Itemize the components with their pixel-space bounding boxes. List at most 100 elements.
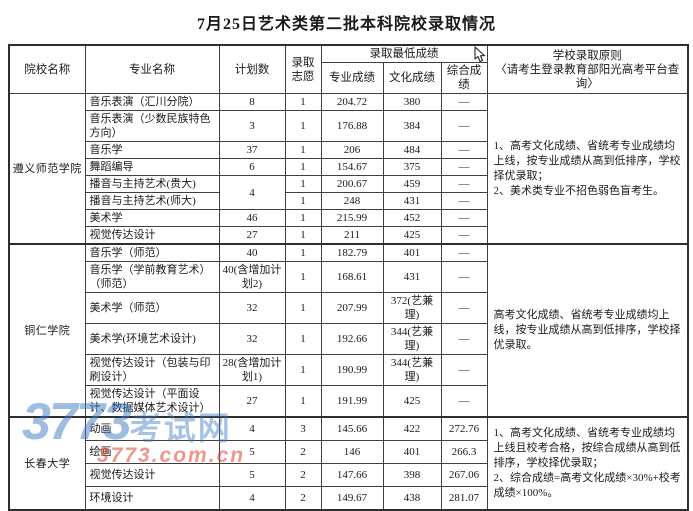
comprehensive-score-cell: — (440, 323, 488, 355)
major-name-cell: 美术学（师范） (84, 292, 220, 324)
cultural-score-cell: 380 (382, 93, 442, 111)
comprehensive-score-cell: — (440, 226, 488, 245)
comprehensive-score-cell: 272.76 (440, 416, 488, 441)
comprehensive-score-cell: 267.06 (440, 463, 488, 487)
professional-score-cell: 149.67 (320, 486, 384, 511)
cultural-score-cell: 375 (382, 158, 442, 176)
professional-score-cell: 248 (320, 192, 384, 210)
table-row: 美术学(环境艺术设计) 32 1 192.66 344(艺兼理) — (9, 323, 688, 355)
admission-principle-cell: 1、高考文化成绩、省统考专业成绩均上线，按专业成绩从高到低排序，学校择优录取； … (486, 93, 689, 245)
college-name-cell: 遵义师范学院 (8, 93, 86, 245)
header-min-scores: 录取最低成绩 (320, 44, 488, 63)
plan-count-cell: 8 (218, 93, 286, 111)
header-principle-line2: 〈请考生登录教育部阳光高考平台查询〉 (495, 63, 680, 90)
header-preference: 录取志愿 (284, 44, 322, 94)
cultural-score-cell: 401 (382, 440, 442, 464)
preference-cell: 1 (284, 110, 322, 142)
plan-count-cell: 40 (218, 243, 286, 262)
plan-count-cell: 27 (218, 385, 286, 418)
plan-count-cell: 46 (218, 209, 286, 227)
major-name-cell: 视觉传达设计（平面设计、数据媒体艺术设计） (84, 385, 220, 418)
preference-cell: 2 (284, 486, 322, 511)
page-title: 7月25日艺术类第二批本科院校录取情况 (196, 16, 496, 33)
professional-score-cell: 146 (320, 440, 384, 464)
professional-score-cell: 215.99 (320, 209, 384, 227)
professional-score-cell: 176.88 (320, 110, 384, 142)
cultural-score-cell: 401 (382, 243, 442, 262)
major-name-cell: 舞蹈编导 (84, 158, 220, 176)
header-major: 专业名称 (84, 44, 220, 94)
major-name-cell: 播音与主持艺术(贵大) (84, 175, 220, 193)
major-name-cell: 音乐表演（汇川分院） (84, 93, 220, 111)
comprehensive-score-cell: — (440, 243, 488, 262)
header-cultural-score: 文化成绩 (382, 62, 442, 94)
preference-cell: 3 (284, 416, 322, 441)
preference-cell: 1 (284, 93, 322, 111)
plan-count-cell: 4 (218, 175, 286, 210)
preference-cell: 1 (284, 175, 322, 193)
cultural-score-cell: 344(艺兼理) (382, 323, 442, 355)
major-name-cell: 环境设计 (84, 486, 220, 511)
comprehensive-score-cell: — (440, 110, 488, 142)
preference-cell: 1 (284, 226, 322, 245)
major-name-cell: 美术学(环境艺术设计) (84, 323, 220, 355)
cultural-score-cell: 438 (382, 486, 442, 511)
professional-score-cell: 191.99 (320, 385, 384, 418)
plan-count-cell: 27 (218, 226, 286, 245)
header-row-2: 专业成绩 文化成绩 综合成绩 (9, 62, 688, 94)
preference-cell: 1 (284, 141, 322, 159)
plan-count-cell: 3 (218, 110, 286, 142)
preference-cell: 1 (284, 192, 322, 210)
comprehensive-score-cell: — (440, 261, 488, 293)
major-name-cell: 美术学 (84, 209, 220, 227)
college-name-cell: 长春大学 (8, 416, 86, 511)
major-name-cell: 音乐表演（少数民族特色方向） (84, 110, 220, 142)
plan-count-cell: 32 (218, 323, 286, 355)
major-name-cell: 音乐学 (84, 141, 220, 159)
table-row: 视觉传达设计（包装与印刷设计） 28(含增加计划1) 1 190.99 344(艺兼理)… (9, 354, 688, 386)
header-principle: 学校录取原则 〈请考生登录教育部阳光高考平台查询〉 (486, 44, 689, 94)
table-row: 音乐表演（少数民族特色方向） 3 1 176.88 384— (9, 110, 688, 142)
plan-count-cell: 40(含增加计划2) (218, 261, 286, 293)
major-name-cell: 动画 (84, 416, 220, 441)
comprehensive-score-cell: — (440, 93, 488, 111)
table-row: 美术学（师范） 32 1 207.99 372(艺兼理) — (9, 292, 688, 324)
plan-count-cell: 5 (218, 440, 286, 464)
admission-principle-cell: 高考文化成绩、省统考专业成绩均上线，按专业成绩从高到低排序，学校择优录取。 (486, 243, 689, 418)
comprehensive-score-cell: 266.3 (440, 440, 488, 464)
cultural-score-cell: 431 (382, 261, 442, 293)
professional-score-cell: 168.61 (320, 261, 384, 293)
hand-cursor-icon (470, 46, 487, 73)
professional-score-cell: 147.66 (320, 463, 384, 487)
comprehensive-score-cell: — (440, 158, 488, 176)
cultural-score-cell: 431 (382, 192, 442, 210)
table-row: 播音与主持艺术(贵大) 4 1 200.67 459— (9, 175, 688, 210)
major-name-cell: 绘画 (84, 440, 220, 464)
plan-count-cell: 6 (218, 158, 286, 176)
preference-cell: 2 (284, 440, 322, 464)
professional-score-cell: 200.67 (320, 175, 384, 193)
comprehensive-score-cell: — (440, 175, 488, 193)
professional-score-cell: 207.99 (320, 292, 384, 324)
header-professional-score: 专业成绩 (320, 62, 384, 94)
cultural-score-cell: 484 (382, 141, 442, 159)
professional-score-cell: 182.79 (320, 243, 384, 262)
table-row: 视觉传达设计（平面设计、数据媒体艺术设计） 27 1 191.99 425— (9, 385, 688, 418)
table-body: 遵义师范学院 音乐表演（汇川分院） 8 1 204.72 380—1、高考文化成绩、省统考… (8, 93, 689, 511)
comprehensive-score-cell: — (440, 192, 488, 210)
comprehensive-score-cell: — (440, 141, 488, 159)
plan-count-cell: 5 (218, 463, 286, 487)
cultural-score-cell: 425 (382, 385, 442, 418)
professional-score-cell: 211 (320, 226, 384, 245)
preference-cell: 1 (284, 158, 322, 176)
admission-principle-cell: 1、高考文化成绩、省统考专业成绩均上线且校考合格，按综合成绩从高到低排序，学校择… (486, 416, 689, 511)
professional-score-cell: 204.72 (320, 93, 384, 111)
cultural-score-cell: 425 (382, 226, 442, 245)
plan-count-cell: 4 (218, 486, 286, 511)
plan-count-cell: 28(含增加计划1) (218, 354, 286, 386)
admission-table: 院校名称 专业名称 计划数 录取志愿 录取最低成绩 学校录取原则 〈请考生登录教… (8, 44, 690, 511)
cultural-score-cell: 398 (382, 463, 442, 487)
professional-score-cell: 206 (320, 141, 384, 159)
plan-count-cell: 32 (218, 292, 286, 324)
header-row-1: 院校名称 专业名称 计划数 录取志愿 录取最低成绩 学校录取原则 〈请考生登录教… (8, 44, 689, 94)
